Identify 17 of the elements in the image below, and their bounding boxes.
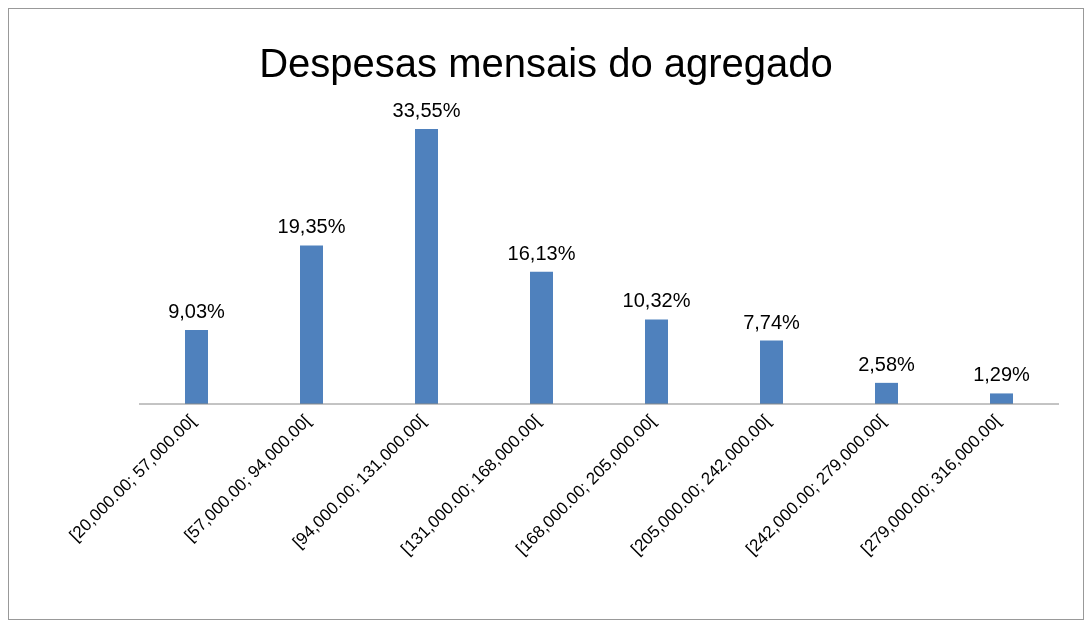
- data-label: 1,29%: [973, 363, 1031, 386]
- data-label: 10,32%: [622, 289, 691, 312]
- bar: [645, 319, 668, 404]
- data-label: 2,58%: [858, 352, 916, 375]
- chart-title: Despesas mensais do agregado: [258, 40, 834, 87]
- bar: [185, 329, 208, 404]
- data-label: 9,03%: [168, 299, 226, 322]
- data-label: 16,13%: [507, 241, 576, 264]
- bar: [990, 393, 1013, 404]
- bar: [875, 382, 898, 404]
- bar: [760, 340, 783, 404]
- bar: [415, 129, 438, 404]
- data-label: 33,55%: [392, 99, 461, 121]
- data-label: 19,35%: [277, 215, 346, 238]
- bar: [300, 245, 323, 404]
- bar: [530, 271, 553, 404]
- data-label: 7,74%: [743, 310, 801, 333]
